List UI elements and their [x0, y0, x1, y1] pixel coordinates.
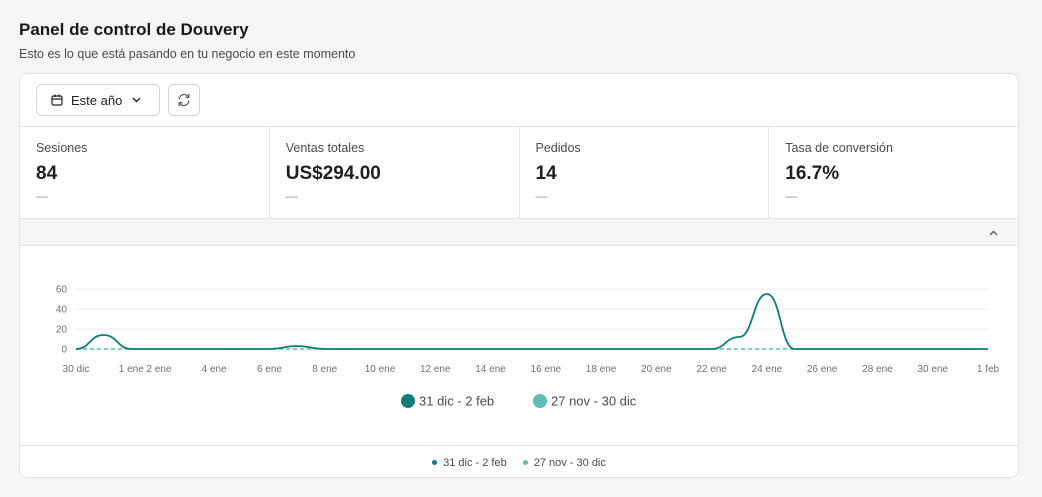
- sessions-chart: 0 20 40 60 30 dic 1 ene 2 ene 4 ene 6 ene 8 ene 10…: [56, 285, 1000, 409]
- metric-delta: —: [36, 189, 48, 203]
- legend-dot-previous: [522, 460, 528, 465]
- metric-delta: —: [285, 189, 298, 203]
- x-tick-label: 18 ene: [586, 364, 617, 375]
- metric-sessions[interactable]: Sesiones 84 —: [20, 127, 270, 218]
- x-tick-label: 12 ene: [420, 364, 451, 375]
- x-tick-label: 4 ene: [202, 364, 227, 375]
- footer-legend-previous[interactable]: 27 nov - 30 dic: [522, 456, 606, 469]
- chevron-down-icon: [132, 97, 141, 103]
- x-tick-label: 24 ene: [752, 364, 783, 375]
- date-range-button[interactable]: Este año: [36, 84, 160, 116]
- x-tick-label: 20 ene: [641, 364, 672, 375]
- metric-conversion-rate[interactable]: Tasa de conversión 16.7% —: [769, 127, 1018, 218]
- legend-previous-dot: [533, 394, 547, 408]
- y-tick-label: 40: [56, 305, 68, 316]
- x-tick-label: 22 ene: [696, 364, 727, 375]
- metric-delta: —: [535, 189, 548, 203]
- metric-orders[interactable]: Pedidos 14 —: [520, 127, 770, 218]
- legend-previous-label: 27 nov - 30 dic: [551, 394, 637, 409]
- y-tick-label: 20: [56, 325, 68, 336]
- x-tick-label: 28 ene: [862, 364, 893, 375]
- y-tick-label: 0: [61, 345, 67, 356]
- refresh-icon: [177, 93, 191, 107]
- x-tick-label: 8 ene: [312, 364, 337, 375]
- metric-label: Tasa de conversión: [785, 141, 893, 155]
- metric-value: 14: [535, 163, 557, 184]
- x-tick-label: 26 ene: [807, 364, 838, 375]
- x-tick-label: 6 ene: [257, 364, 282, 375]
- metric-label: Sesiones: [36, 141, 88, 155]
- y-tick-label: 60: [56, 285, 68, 296]
- x-tick-label: 2 ene: [146, 364, 171, 375]
- metric-value: US$294.00: [285, 163, 381, 184]
- toolbar: Este año: [20, 74, 1018, 127]
- footer-legend-previous-label: 27 nov - 30 dic: [533, 456, 606, 469]
- metric-value: 84: [36, 163, 58, 184]
- chevron-up-icon[interactable]: [986, 226, 1000, 240]
- metric-total-sales[interactable]: Ventas totales US$294.00 —: [270, 127, 520, 218]
- metric-delta: —: [785, 189, 798, 203]
- x-tick-label: 1 feb: [977, 364, 1000, 375]
- calendar-icon: [51, 94, 63, 106]
- x-tick-label: 16 ene: [531, 364, 562, 375]
- series-line-current: [75, 293, 988, 350]
- page-title: Panel de control de Douvery: [19, 20, 249, 39]
- legend-current-label: 31 dic - 2 feb: [419, 394, 494, 409]
- footer-legend-current[interactable]: 31 dic - 2 feb: [432, 457, 507, 469]
- x-tick-label: 1 ene: [119, 364, 144, 375]
- metric-label: Ventas totales: [285, 141, 365, 155]
- metric-label: Pedidos: [535, 141, 581, 155]
- refresh-button[interactable]: [168, 84, 200, 116]
- dashboard-card: Este año Sesiones 84 —: [19, 73, 1019, 478]
- legend-dot-current: [432, 460, 438, 465]
- chart-footer-legend: 31 dic - 2 feb 27 nov - 30 dic: [20, 445, 1018, 477]
- x-tick-label: 30 ene: [917, 364, 948, 375]
- x-tick-label: 10 ene: [365, 364, 396, 375]
- x-tick-label: 14 ene: [475, 364, 506, 375]
- metrics-row: Sesiones 84 — Ventas totales US$294.00 —…: [20, 127, 1018, 219]
- page-subtitle: Esto es lo que está pasando en tu negoci…: [19, 47, 356, 61]
- legend-current-dot: [401, 394, 415, 408]
- x-tick-label: 30 dic: [63, 364, 90, 375]
- date-range-label: Este año: [71, 92, 123, 108]
- footer-legend-current-label: 31 dic - 2 feb: [443, 456, 507, 469]
- metric-value: 16.7%: [785, 163, 840, 184]
- chart-collapse-bar: [20, 219, 1018, 246]
